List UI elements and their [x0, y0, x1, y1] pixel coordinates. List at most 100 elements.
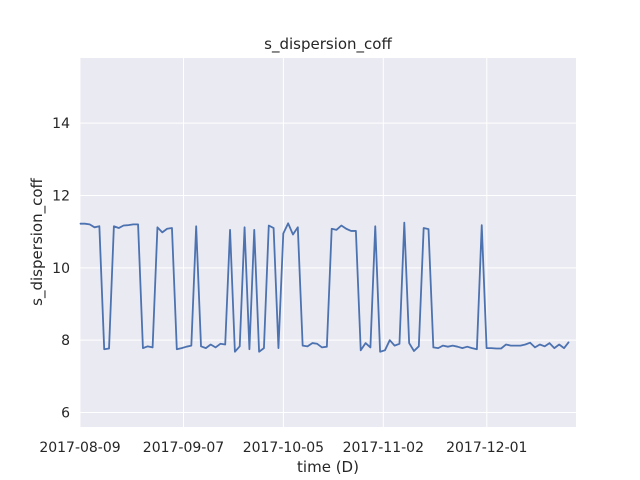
data-point — [568, 341, 570, 343]
data-point — [181, 347, 183, 349]
data-point — [321, 346, 323, 348]
data-point — [215, 346, 217, 348]
data-point — [171, 227, 173, 229]
y-tick-label: 6 — [61, 406, 70, 422]
series-line — [80, 221, 570, 353]
data-point — [166, 228, 168, 230]
data-point — [287, 222, 289, 224]
data-point — [316, 343, 318, 345]
data-point — [282, 232, 284, 234]
data-point — [452, 345, 454, 347]
data-point — [142, 347, 144, 349]
y-tick-label: 8 — [61, 333, 70, 349]
data-point — [219, 343, 221, 345]
grid-lines — [79, 58, 576, 427]
data-point — [442, 345, 444, 347]
data-point — [277, 347, 279, 349]
data-point — [486, 347, 488, 349]
data-point — [84, 223, 86, 225]
data-point — [539, 344, 541, 346]
data-point — [190, 345, 192, 347]
data-point — [374, 225, 376, 227]
data-point — [558, 344, 560, 346]
data-point — [461, 347, 463, 349]
data-point — [113, 225, 115, 227]
data-point — [505, 344, 507, 346]
data-point — [350, 230, 352, 232]
data-point — [481, 224, 483, 226]
data-point — [389, 339, 391, 341]
data-point — [147, 345, 149, 347]
data-point — [137, 223, 139, 225]
data-point — [408, 342, 410, 344]
data-point — [161, 231, 163, 233]
data-point — [103, 348, 105, 350]
data-point — [302, 345, 304, 347]
data-point — [176, 348, 178, 350]
x-tick-label: 2017-11-02 — [343, 440, 424, 456]
data-point — [423, 227, 425, 229]
data-point — [234, 351, 236, 353]
data-point — [466, 346, 468, 348]
data-point — [200, 345, 202, 347]
data-point — [253, 229, 255, 231]
data-point — [495, 348, 497, 349]
data-point — [205, 347, 207, 349]
data-point — [384, 349, 386, 351]
data-point — [306, 345, 308, 347]
data-point — [229, 229, 231, 231]
data-point — [268, 225, 270, 226]
data-point — [563, 347, 565, 349]
data-point — [500, 348, 502, 349]
data-point — [132, 223, 134, 225]
data-point — [98, 225, 100, 227]
y-axis-label: s_dispersion_coff — [28, 178, 47, 306]
data-point — [360, 349, 362, 351]
data-point — [529, 342, 531, 344]
x-tick-label: 2017-09-07 — [143, 440, 224, 456]
data-point — [369, 346, 371, 348]
data-point — [549, 342, 550, 344]
data-point — [123, 225, 125, 226]
data-point — [224, 344, 226, 346]
y-tick-label: 14 — [52, 116, 70, 132]
data-point — [379, 351, 381, 353]
data-point — [152, 346, 154, 348]
data-point — [524, 344, 526, 346]
y-tick-labels: 6 8 10 12 14 — [52, 116, 70, 421]
data-point — [365, 342, 367, 344]
data-point — [355, 230, 357, 232]
data-point — [413, 350, 415, 352]
data-point — [519, 345, 521, 347]
data-point — [156, 226, 158, 228]
data-point — [185, 346, 187, 348]
data-point — [418, 345, 420, 347]
data-point — [326, 346, 328, 348]
data-point — [398, 343, 400, 345]
data-point — [331, 228, 333, 230]
data-point — [471, 347, 473, 349]
data-point — [273, 227, 275, 229]
x-tick-labels: 2017-08-09 2017-09-07 2017-10-05 2017-11-02… — [39, 440, 527, 456]
data-point — [94, 226, 96, 228]
data-point — [457, 346, 459, 348]
data-point — [510, 345, 512, 347]
data-point — [195, 225, 197, 227]
data-point — [108, 348, 110, 349]
x-tick-label: 2017-08-09 — [39, 440, 120, 456]
x-tick-label: 2017-12-01 — [446, 440, 527, 456]
data-point — [394, 345, 396, 347]
data-point — [447, 346, 449, 348]
data-point — [248, 348, 250, 350]
data-point — [79, 223, 81, 225]
plot-background — [80, 58, 576, 427]
y-tick-label: 10 — [52, 261, 70, 277]
chart-title: s_dispersion_coff — [264, 35, 392, 54]
data-point — [476, 348, 478, 350]
data-point — [297, 226, 299, 228]
data-point — [127, 224, 129, 226]
data-point — [210, 344, 212, 346]
data-point — [553, 347, 555, 349]
data-point — [118, 227, 120, 229]
